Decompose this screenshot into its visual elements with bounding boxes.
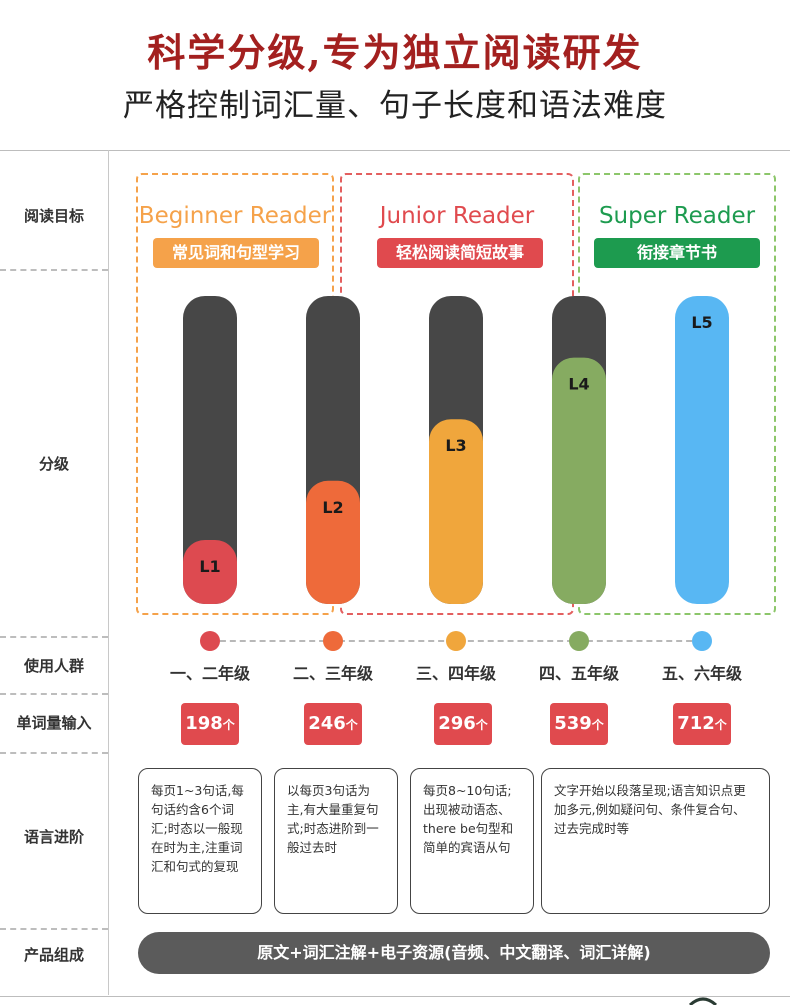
product-composition-bar: 原文+词汇注解+电子资源(音频、中文翻译、词汇详解)	[138, 932, 770, 974]
section-tag-super: 衔接章节书	[594, 238, 760, 268]
row-divider	[0, 928, 108, 930]
grade-label: 三、四年级	[415, 664, 496, 683]
bar-label: L4	[568, 375, 589, 394]
bar-fill	[429, 419, 483, 604]
word-count-value: 712	[677, 713, 715, 734]
word-count-badge: 246个	[304, 703, 362, 745]
bar-connector	[579, 564, 702, 604]
bar-track	[183, 296, 237, 604]
audience-dot	[692, 631, 712, 651]
grade-label: 五、六年级	[661, 664, 742, 683]
bar-label: L2	[322, 498, 343, 517]
bar-fill	[552, 357, 606, 604]
language-note: 每页8~10句话;出现被动语态、there be句型和简单的宾语从句	[410, 768, 534, 914]
word-count-badge: 296个	[434, 703, 492, 745]
bar-fill	[675, 296, 729, 604]
row-label-language: 语言进阶	[23, 828, 84, 846]
word-count-unit: 个	[714, 718, 727, 732]
word-count-unit: 个	[475, 718, 488, 732]
row-label-words: 单词量输入	[16, 714, 92, 732]
language-note: 每页1~3句话,每句话约含6个词汇;时态以一般现在时为主,注重词汇和句式的复现	[138, 768, 262, 914]
grade-label: 一、二年级	[169, 664, 250, 683]
row-divider	[0, 269, 108, 271]
word-count-value: 246	[308, 713, 346, 734]
word-count-value: 296	[438, 713, 476, 734]
section-tag-junior: 轻松阅读简短故事	[377, 238, 543, 268]
language-note: 文字开始以段落呈现;语言知识点更加多元,例如疑问句、条件复合句、过去完成时等	[541, 768, 770, 914]
audience-dot	[323, 631, 343, 651]
word-count-badge: 712个	[673, 703, 731, 745]
page-subtitle: 严格控制词汇量、句子长度和语法难度	[123, 88, 667, 124]
section-title-junior: Junior Reader	[379, 203, 535, 229]
word-count-badge: 198个	[181, 703, 239, 745]
word-count-value: 539	[554, 713, 592, 734]
table-frame	[0, 150, 790, 997]
row-divider	[0, 752, 108, 754]
audience-dot	[200, 631, 220, 651]
brand-logo-icon	[688, 997, 718, 1005]
label-column-divider	[108, 150, 109, 995]
page-title: 科学分级,专为独立阅读研发	[147, 30, 643, 75]
grade-label: 二、三年级	[292, 664, 373, 683]
row-label-target: 阅读目标	[23, 207, 84, 225]
row-divider	[0, 636, 108, 638]
bar-fill	[183, 540, 237, 604]
bar-connector	[456, 564, 579, 604]
word-count-value: 198	[185, 713, 223, 734]
row-label-product: 产品组成	[23, 946, 84, 964]
row-label-audience: 使用人群	[23, 657, 84, 675]
bar-connector	[333, 564, 456, 604]
bar-connector	[210, 564, 333, 604]
row-label-level: 分级	[38, 455, 69, 473]
bar-label: L5	[691, 313, 712, 332]
section-title-beginner: Beginner Reader	[138, 203, 332, 229]
word-count-unit: 个	[591, 718, 604, 732]
row-divider	[0, 693, 108, 695]
audience-dot	[446, 631, 466, 651]
section-title-super: Super Reader	[598, 203, 756, 229]
bar-label: L3	[445, 436, 466, 455]
level-chart: L1 L2 L3 L4 L5	[183, 296, 729, 604]
word-count-unit: 个	[222, 718, 235, 732]
language-note: 以每页3句话为主,有大量重复句式;时态进阶到一般过去时	[274, 768, 398, 914]
word-count-unit: 个	[345, 718, 358, 732]
word-count-badge: 539个	[550, 703, 608, 745]
bar-fill	[306, 480, 360, 604]
section-tag-beginner: 常见词和句型学习	[153, 238, 319, 268]
audience-dot	[569, 631, 589, 651]
grade-label: 四、五年级	[538, 664, 619, 683]
bar-label: L1	[199, 557, 220, 576]
